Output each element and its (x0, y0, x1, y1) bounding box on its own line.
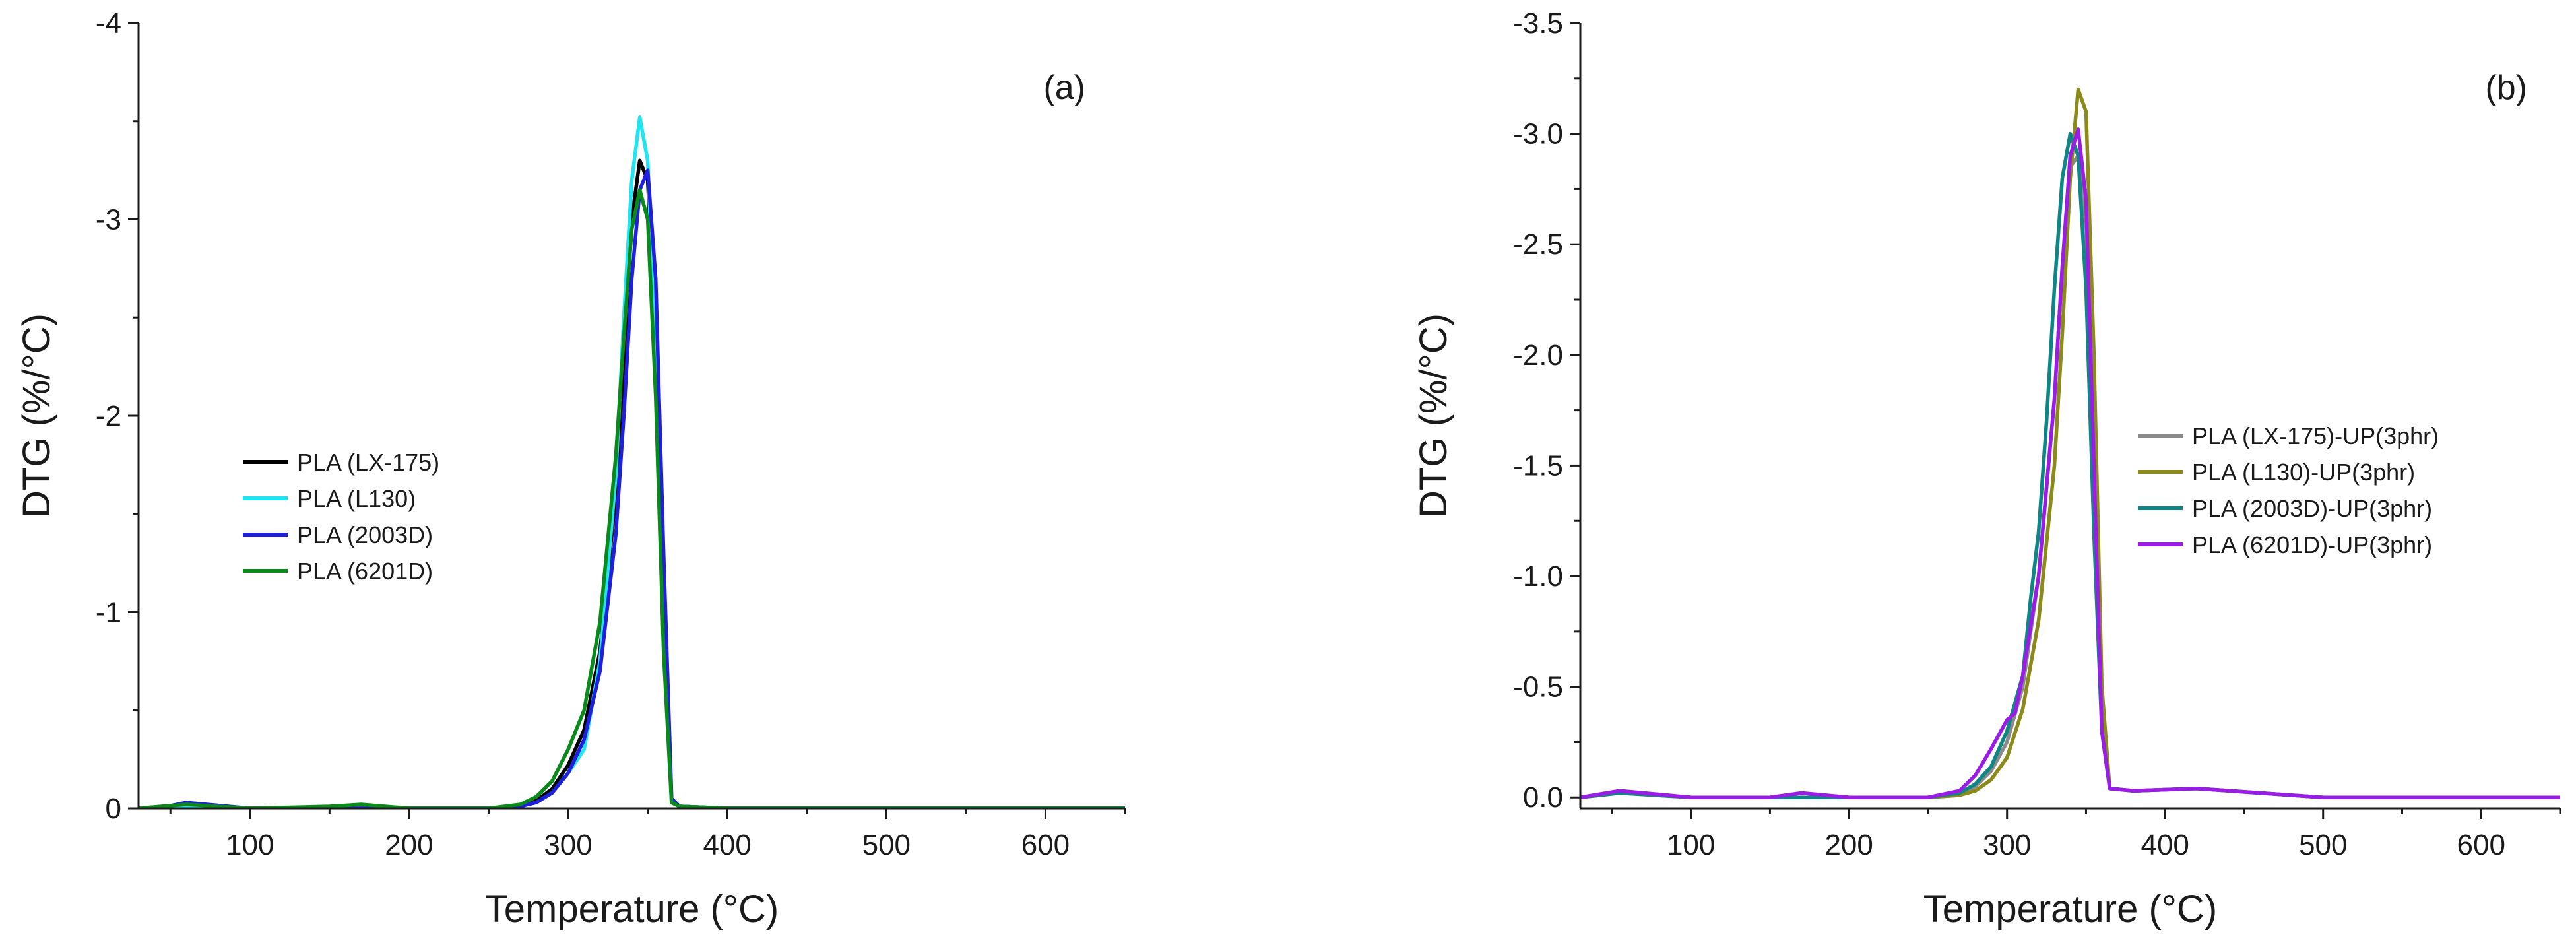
y-axis-title: DTG (%/°C) (1412, 313, 1455, 518)
x-tick-label: 400 (2141, 829, 2189, 861)
y-tick-label: -3.5 (1513, 7, 1563, 40)
y-tick-label: -3.0 (1513, 118, 1563, 150)
y-tick-label: -1.0 (1513, 560, 1563, 593)
series-line-3 (148, 168, 1125, 808)
x-tick-label: 500 (2299, 829, 2347, 861)
y-tick-label: -1 (96, 597, 121, 629)
y-tick-label: -4 (96, 7, 121, 40)
y-tick-label: -0.5 (1513, 671, 1563, 704)
series-line-4 (139, 188, 1125, 808)
y-tick-label: -2.5 (1513, 228, 1563, 261)
x-tick-label: 600 (1021, 829, 1070, 861)
plot-area (1580, 87, 2560, 799)
x-tick-label: 300 (544, 829, 592, 861)
series-line-1 (139, 158, 1125, 808)
y-tick-label: -2.0 (1513, 339, 1563, 372)
x-tick-label: 400 (703, 829, 751, 861)
x-tick-label: 100 (1667, 829, 1715, 861)
panel-label: (b) (2485, 69, 2527, 107)
y-tick-label: 0 (106, 793, 121, 825)
legend: PLA (LX-175) PLA (L130) PLA (2003D) PLA (62… (243, 449, 439, 585)
x-axis-title: Temperature (°C) (485, 888, 779, 931)
legend-label: PLA (2003D) (297, 521, 433, 548)
legend-label: PLA (L130) (297, 485, 416, 512)
legend: PLA (LX-175)-UP(3phr) PLA (L130)-UP(3phr)… (2138, 422, 2439, 558)
panel-label: (a) (1043, 69, 1085, 107)
legend-label: PLA (L130)-UP(3phr) (2192, 459, 2415, 486)
chart-panel-a: 100 200 300 400 500 600 0 -1 -2 -3 -4 Temperature (… (15, 7, 1126, 931)
x-tick-label: 500 (862, 829, 911, 861)
y-tick-label: -1.5 (1513, 449, 1563, 482)
series-line-4 (1580, 127, 2560, 799)
legend-label: PLA (LX-175) (297, 449, 439, 476)
legend-label: PLA (LX-175)-UP(3phr) (2192, 422, 2439, 449)
x-tick-label: 600 (2457, 829, 2505, 861)
x-axis-title: Temperature (°C) (1923, 888, 2217, 931)
legend-label: PLA (2003D)-UP(3phr) (2192, 495, 2432, 522)
x-tick-label: 300 (1983, 829, 2031, 861)
legend-label: PLA (6201D)-UP(3phr) (2192, 531, 2432, 558)
y-tick-label: -2 (96, 400, 121, 432)
chart-panel-b: 100 200 300 400 500 600 0.0 -0.5 -1.0 -1.5 -2.0 -2.… (1412, 7, 2561, 931)
legend-label: PLA (6201D) (297, 558, 433, 585)
y-tick-label: -3 (96, 204, 121, 236)
y-tick-label: 0.0 (1523, 781, 1563, 814)
plot-area (139, 115, 1125, 808)
x-tick-label: 200 (385, 829, 433, 861)
x-tick-label: 200 (1824, 829, 1873, 861)
x-tick-label: 100 (226, 829, 274, 861)
y-axis-title: DTG (%/°C) (15, 313, 58, 518)
